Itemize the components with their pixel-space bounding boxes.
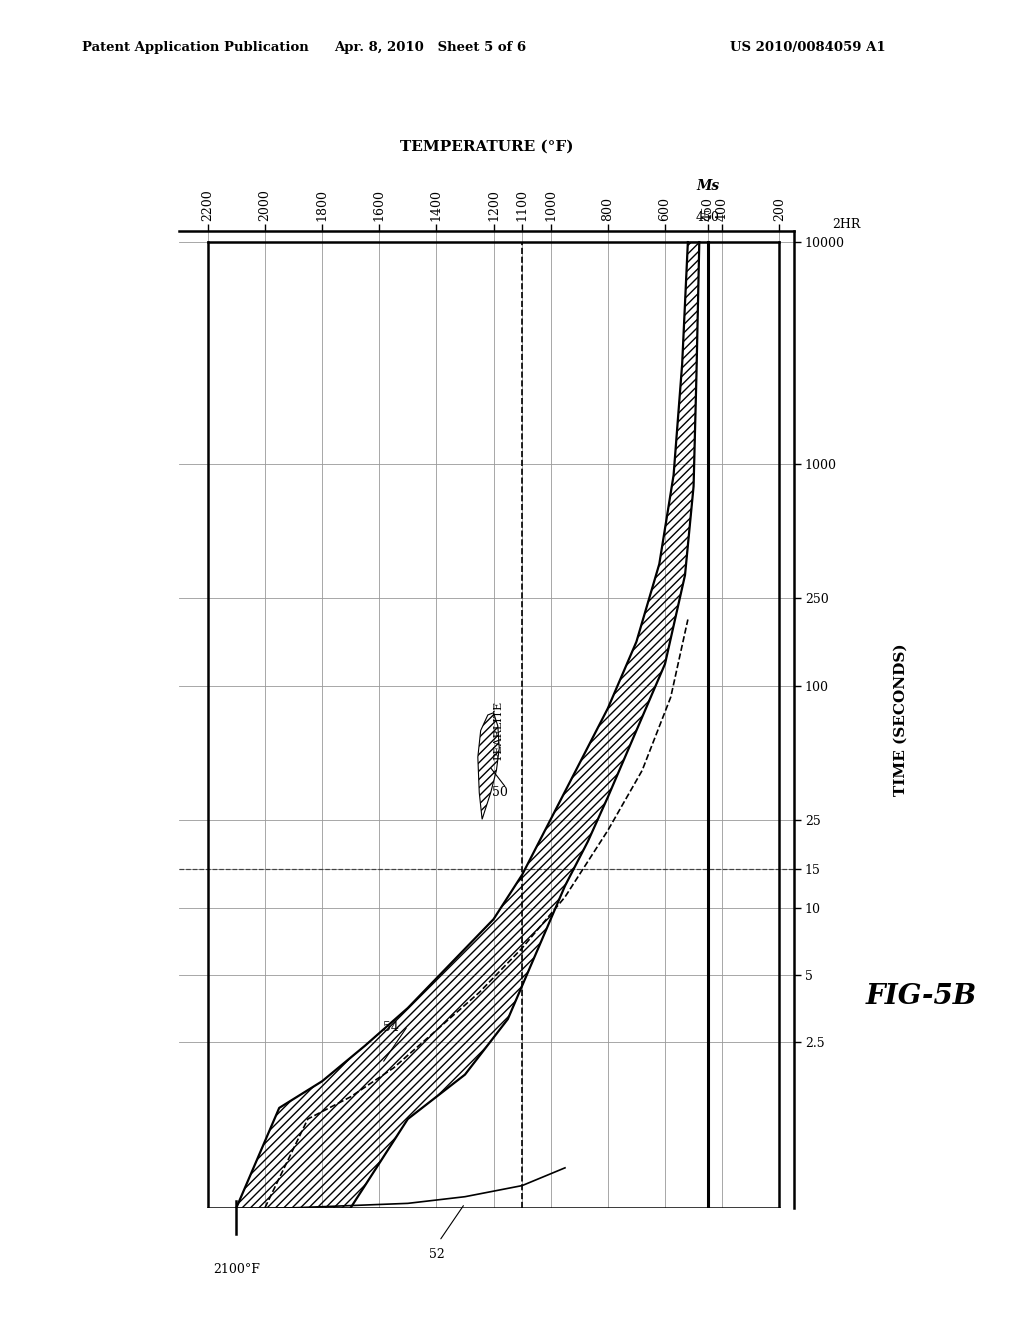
Text: 2HR: 2HR [833, 218, 861, 231]
Text: 2100°F: 2100°F [213, 1263, 260, 1276]
Text: 450: 450 [696, 211, 720, 224]
Text: 50: 50 [492, 787, 508, 799]
Text: Apr. 8, 2010   Sheet 5 of 6: Apr. 8, 2010 Sheet 5 of 6 [334, 41, 526, 54]
Text: 54: 54 [383, 1022, 399, 1035]
X-axis label: TEMPERATURE (°F): TEMPERATURE (°F) [399, 140, 573, 153]
Text: Patent Application Publication: Patent Application Publication [82, 41, 308, 54]
Text: US 2010/0084059 A1: US 2010/0084059 A1 [730, 41, 886, 54]
Text: FIG-5B: FIG-5B [865, 983, 977, 1010]
Text: Ms: Ms [696, 180, 720, 193]
Text: 52: 52 [428, 1247, 444, 1261]
Text: PEARLITE: PEARLITE [494, 701, 504, 760]
Y-axis label: TIME (SECONDS): TIME (SECONDS) [893, 643, 907, 796]
